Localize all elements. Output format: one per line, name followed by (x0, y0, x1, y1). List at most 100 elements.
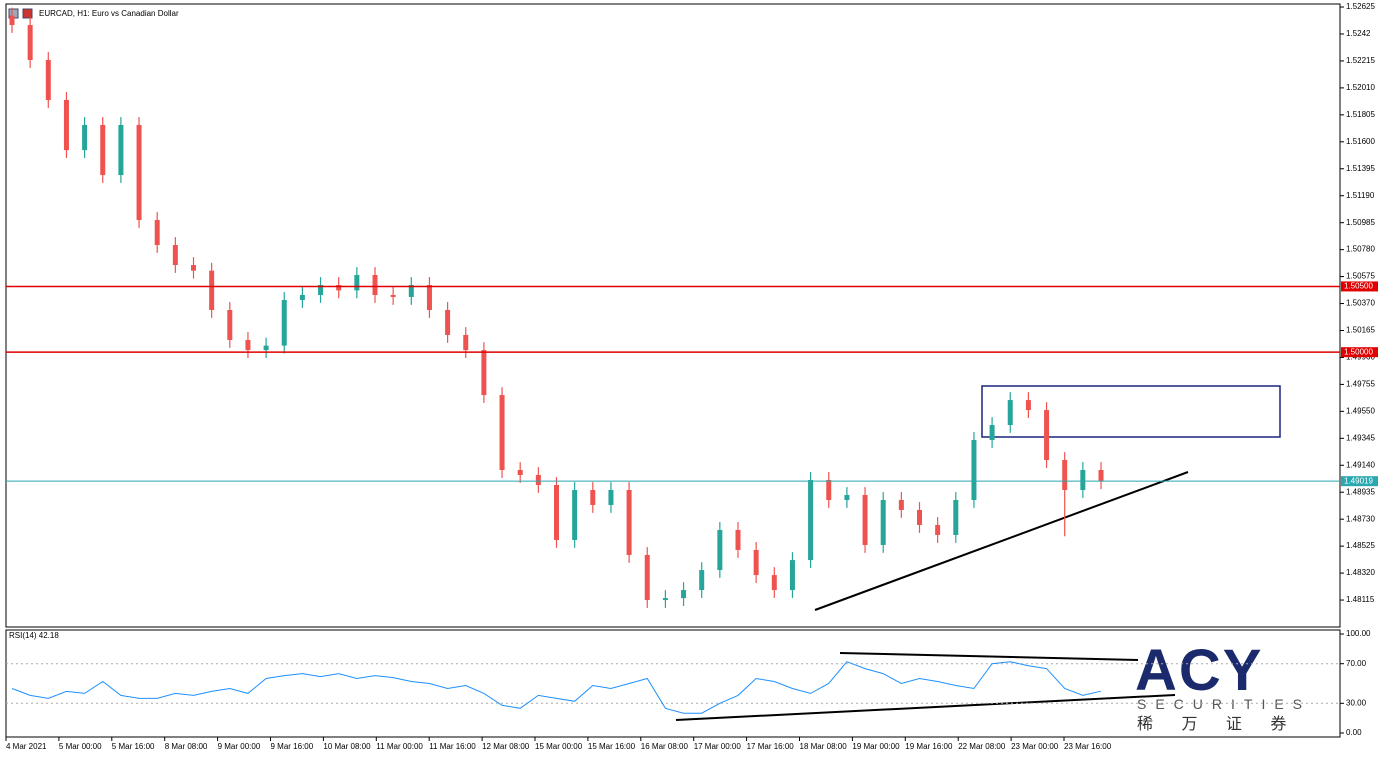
candle-body (608, 489, 614, 505)
candle-body (626, 489, 632, 555)
y-tick-label: 1.49755 (1346, 380, 1375, 389)
trendline (814, 471, 1189, 611)
y-tick-label: 1.48525 (1346, 541, 1375, 550)
y-tick-label: 1.52625 (1346, 2, 1375, 11)
rsi-frame (5, 629, 1341, 738)
icon (22, 8, 33, 19)
y-tick-label: 1.50985 (1346, 218, 1375, 227)
candle-body (717, 529, 723, 571)
candle-body (172, 245, 178, 266)
x-tick-label: 11 Mar 16:00 (429, 742, 476, 751)
price-level-label: 1.49019 (1344, 476, 1373, 485)
logo-name: ACY (1135, 638, 1263, 703)
chart-title: EURCAD, H1: Euro vs Canadian Dollar (39, 9, 179, 18)
y-tick-label: 70.00 (1346, 659, 1367, 668)
candle-body (517, 470, 523, 475)
candle-body (118, 124, 124, 176)
candle-body (136, 124, 142, 221)
y-tick-label: 1.49140 (1346, 460, 1375, 469)
x-tick-label: 9 Mar 16:00 (271, 742, 314, 751)
candle-body (935, 524, 941, 535)
x-tick-label: 10 Mar 08:00 (323, 742, 371, 751)
candle-body (445, 309, 451, 335)
y-tick-label: 1.51600 (1346, 137, 1375, 146)
y-tick-label: 1.49345 (1346, 433, 1375, 442)
candle-body (1098, 470, 1104, 482)
candle-body (154, 220, 160, 246)
y-tick-label: 30.00 (1346, 698, 1367, 707)
candle-body (590, 489, 596, 505)
candle-body (917, 509, 922, 525)
price-level-label: 1.50500 (1344, 282, 1373, 291)
candle-body (318, 284, 324, 295)
candle-body (789, 560, 795, 591)
rsi-trendline (675, 694, 1176, 721)
candle-body (336, 284, 342, 291)
x-tick-label: 5 Mar 00:00 (59, 742, 102, 751)
candle-body (662, 598, 668, 601)
candle-body (535, 474, 541, 485)
candle-body (82, 124, 88, 151)
y-tick-label: 1.50575 (1346, 272, 1375, 281)
candle-body (1080, 470, 1086, 490)
candle-body (209, 270, 215, 310)
candle-body (27, 25, 33, 61)
rsi-line (11, 661, 1102, 714)
candle-body (735, 529, 741, 550)
candle-body (862, 494, 868, 545)
candle-body (354, 275, 360, 291)
x-tick-label: 17 Mar 16:00 (747, 742, 795, 751)
candle-body (45, 60, 51, 100)
y-tick-label: 1.51805 (1346, 110, 1375, 119)
x-tick-label: 9 Mar 00:00 (218, 742, 261, 751)
x-tick-label: 15 Mar 16:00 (588, 742, 636, 751)
candle-body (971, 440, 977, 500)
y-tick-label: 1.48115 (1346, 595, 1375, 604)
x-tick-label: 22 Mar 08:00 (958, 742, 1006, 751)
candle-body (481, 350, 487, 396)
y-tick-label: 1.49550 (1346, 406, 1375, 415)
x-tick-label: 17 Mar 00:00 (694, 742, 742, 751)
price-level-box (1341, 281, 1378, 292)
y-tick-label: 1.50780 (1346, 245, 1375, 254)
x-tick-label: 12 Mar 08:00 (482, 742, 530, 751)
candle-body (826, 479, 832, 500)
price-level-box (1341, 476, 1378, 487)
y-tick-label: 100.00 (1346, 629, 1371, 638)
candle-body (63, 99, 69, 151)
candle-body (426, 284, 432, 310)
candle-body (554, 484, 559, 540)
x-tick-label: 23 Mar 16:00 (1064, 742, 1112, 751)
x-tick-label: 11 Mar 00:00 (376, 742, 423, 751)
candle-body (808, 479, 814, 561)
x-tick-label: 5 Mar 16:00 (112, 742, 155, 751)
logo: ACY SECURITIES 稀 万 证 券 (1135, 638, 1311, 733)
range-box (981, 385, 1281, 438)
candle-body (644, 554, 650, 601)
candle-body (263, 345, 269, 351)
candle-body (753, 549, 759, 576)
y-tick-label: 1.50165 (1346, 326, 1375, 335)
candle-body (227, 309, 233, 340)
candle-body (299, 294, 305, 300)
y-tick-label: 1.51395 (1346, 164, 1375, 173)
logo-tagline: SECURITIES (1137, 696, 1311, 712)
y-tick-label: 1.48730 (1346, 514, 1375, 523)
candle-body (898, 499, 904, 510)
x-tick-label: 16 Mar 08:00 (641, 742, 689, 751)
y-tick-label: 0.00 (1346, 728, 1362, 737)
x-tick-label: 8 Mar 08:00 (165, 742, 208, 751)
candle-body (572, 489, 578, 540)
y-tick-label: 1.50370 (1346, 299, 1375, 308)
candle-body (989, 425, 995, 441)
rsi-title: RSI(14) 42.18 (9, 631, 59, 640)
candle-body (191, 265, 196, 271)
candle-body (463, 334, 469, 351)
candle-body (245, 339, 251, 351)
y-tick-label: 1.52215 (1346, 56, 1375, 65)
candle-body (771, 575, 777, 591)
x-tick-label: 19 Mar 00:00 (852, 742, 900, 751)
x-tick-label: 18 Mar 08:00 (800, 742, 848, 751)
y-tick-label: 1.51190 (1346, 191, 1375, 200)
